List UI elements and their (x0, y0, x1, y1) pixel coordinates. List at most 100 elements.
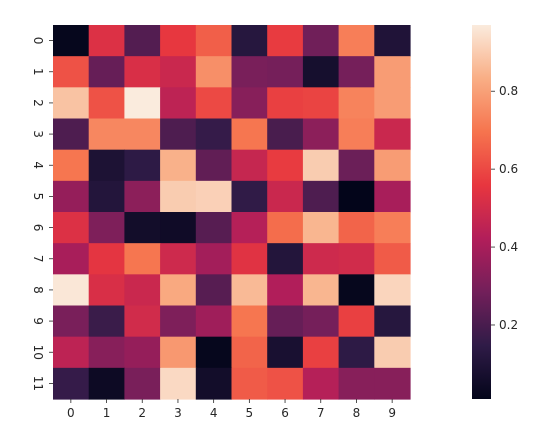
heatmap-cell (88, 336, 125, 369)
x-tick-label: 6 (281, 406, 289, 420)
heatmap-cell (160, 56, 197, 88)
heatmap-cell (267, 336, 304, 369)
heatmap-cell (160, 305, 197, 338)
heatmap-cell (231, 274, 268, 307)
heatmap-cell (231, 305, 268, 338)
heatmap-cell (374, 87, 411, 120)
x-tick-label: 3 (174, 406, 182, 420)
heatmap-cell (302, 336, 340, 369)
heatmap-cell (267, 56, 304, 88)
heatmap-cell (124, 180, 161, 213)
heatmap-cell (160, 25, 197, 57)
heatmap-cell (267, 243, 304, 275)
heatmap-cell (374, 149, 411, 182)
heatmap-cell (53, 118, 90, 151)
heatmap-cell (338, 212, 375, 244)
heatmap-cell (195, 180, 233, 213)
heatmap-cell (53, 87, 90, 120)
heatmap-cell (124, 367, 161, 400)
heatmap-cell (302, 274, 340, 307)
heatmap-cell (195, 367, 233, 400)
heatmap-cell (338, 149, 375, 182)
heatmap-cell (231, 336, 268, 369)
heatmap-cell (160, 336, 197, 369)
heatmap-cell (53, 149, 90, 182)
heatmap-cell (231, 56, 268, 88)
heatmap-cell (53, 243, 90, 275)
heatmap-cell (338, 274, 375, 307)
colorbar-tick-label: 0.4 (499, 240, 518, 254)
heatmap-cell (302, 118, 340, 151)
heatmap-cell (267, 305, 304, 338)
heatmap-cell (302, 56, 340, 88)
heatmap-cell (88, 87, 125, 120)
heatmap-cell (267, 149, 304, 182)
heatmap-cell (267, 118, 304, 151)
colorbar-gradient (472, 25, 491, 399)
y-tick-label: 4 (31, 161, 45, 169)
x-tick-label: 8 (353, 406, 361, 420)
y-tick-label: 5 (31, 193, 45, 201)
heatmap-cell (124, 336, 161, 369)
heatmap-cell (231, 87, 268, 120)
heatmap-cell (53, 305, 90, 338)
x-tick-label: 5 (246, 406, 254, 420)
heatmap-cell (195, 25, 233, 57)
heatmap-cell (267, 212, 304, 244)
heatmap-cell (124, 305, 161, 338)
heatmap-cell (195, 336, 233, 369)
heatmap-cell (124, 212, 161, 244)
x-tick-label: 9 (388, 406, 396, 420)
heatmap-cell (88, 118, 125, 151)
heatmap-cell (302, 87, 340, 120)
x-tick-label: 4 (210, 406, 218, 420)
heatmap-cells (53, 25, 411, 400)
colorbar: 0.2 0.4 0.6 0.8 (472, 25, 518, 399)
heatmap-cell (195, 305, 233, 338)
heatmap-cell (231, 180, 268, 213)
heatmap-cell (338, 367, 375, 400)
heatmap-cell (124, 243, 161, 275)
heatmap-cell (160, 180, 197, 213)
heatmap-cell (88, 305, 125, 338)
y-tick-label: 1 (31, 68, 45, 76)
y-tick-label: 6 (31, 224, 45, 232)
heatmap-cell (160, 118, 197, 151)
x-tick-label: 2 (138, 406, 146, 420)
colorbar-ticks: 0.2 0.4 0.6 0.8 (491, 84, 518, 332)
heatmap-cell (231, 25, 268, 57)
heatmap-cell (338, 118, 375, 151)
y-tick-label: 2 (31, 99, 45, 107)
heatmap-cell (231, 243, 268, 275)
heatmap-cell (195, 149, 233, 182)
heatmap-cell (53, 274, 90, 307)
y-tick-label: 0 (31, 37, 45, 45)
heatmap-cell (124, 149, 161, 182)
heatmap-cell (88, 212, 125, 244)
x-tick-label: 1 (103, 406, 111, 420)
heatmap-cell (267, 25, 304, 57)
heatmap-cell (124, 56, 161, 88)
heatmap-cell (374, 118, 411, 151)
heatmap-cell (374, 25, 411, 57)
x-tick-label: 7 (317, 406, 325, 420)
y-tick-label: 3 (31, 130, 45, 138)
heatmap-cell (88, 243, 125, 275)
heatmap-cell (374, 336, 411, 369)
heatmap-cell (302, 25, 340, 57)
heatmap-cell (302, 367, 340, 400)
colorbar-tick-label: 0.2 (499, 318, 518, 332)
heatmap-cell (267, 367, 304, 400)
heatmap-cell (374, 243, 411, 275)
heatmap-cell (124, 25, 161, 57)
heatmap-cell (195, 87, 233, 120)
heatmap-cell (160, 87, 197, 120)
heatmap-cell (231, 149, 268, 182)
heatmap-cell (53, 25, 90, 57)
heatmap-cell (160, 274, 197, 307)
y-tick-label: 7 (31, 255, 45, 263)
heatmap-cell (374, 305, 411, 338)
heatmap-cell (338, 305, 375, 338)
heatmap-cell (160, 212, 197, 244)
